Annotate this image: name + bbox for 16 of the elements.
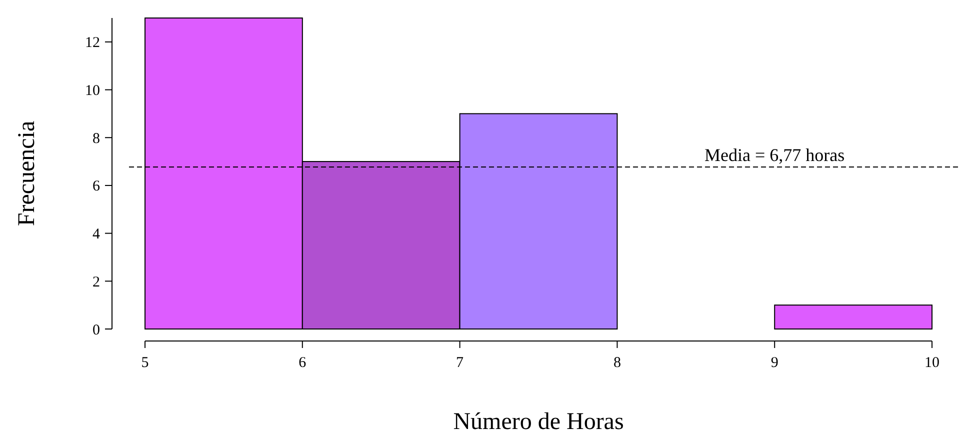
- x-axis-title: Número de Horas: [453, 409, 624, 435]
- y-tick-label: 10: [85, 83, 100, 100]
- x-tick-label: 5: [141, 355, 149, 371]
- y-axis-title: Frecuencia: [14, 120, 40, 226]
- y-tick-label: 6: [92, 178, 100, 195]
- y-tick-label: 4: [92, 226, 100, 243]
- x-tick-label: 8: [613, 355, 621, 371]
- y-tick-label: 2: [92, 274, 100, 290]
- x-tick-label: 9: [770, 355, 778, 371]
- y-tick-label: 12: [85, 35, 100, 52]
- x-tick-label: 6: [298, 355, 307, 371]
- x-tick-label: 7: [456, 355, 464, 371]
- ref-line-label: Media = 6,77 horas: [704, 145, 845, 166]
- y-tick-label: 8: [92, 130, 100, 147]
- y-tick-label: 0: [92, 322, 100, 338]
- x-tick-label: 10: [924, 355, 940, 371]
